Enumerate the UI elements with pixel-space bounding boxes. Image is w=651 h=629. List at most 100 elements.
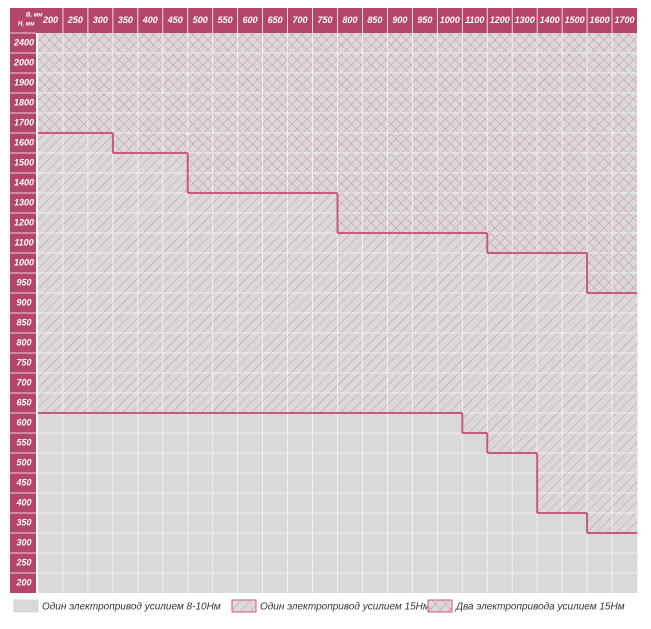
- row-label: 2000: [13, 57, 34, 67]
- row-label: 1600: [14, 137, 34, 147]
- row-label: 700: [16, 377, 31, 387]
- region-single-8-10: [362, 413, 388, 593]
- legend-label: Один электропривод усилием 8-10Нм: [42, 602, 221, 613]
- region-single-15-hatch: [187, 193, 214, 413]
- region-single-15-hatch: [437, 233, 463, 413]
- column-label: 500: [193, 15, 208, 25]
- region-single-8-10: [412, 413, 438, 593]
- column-label: 900: [392, 15, 407, 25]
- row-label: 750: [16, 357, 31, 367]
- row-label: 450: [15, 477, 31, 487]
- region-single-8-10: [112, 413, 139, 593]
- column-label: 250: [67, 15, 83, 25]
- region-single-8-10: [437, 413, 463, 593]
- row-label: 1500: [14, 157, 34, 167]
- header-bar: [10, 8, 637, 33]
- x-axis-label: B, мм: [26, 13, 43, 19]
- legend-swatch-pattern: [428, 600, 452, 612]
- legend-swatch-pattern: [232, 600, 256, 612]
- region-single-8-10: [162, 413, 189, 593]
- column-label: 300: [93, 15, 108, 25]
- region-single-8-10: [262, 413, 289, 593]
- region-single-8-10: [387, 413, 413, 593]
- region-single-8-10: [287, 413, 314, 593]
- region-single-8-10: [487, 453, 513, 593]
- column-label: 700: [293, 15, 308, 25]
- row-label: 1800: [14, 97, 34, 107]
- row-label: 1900: [14, 77, 34, 87]
- region-single-8-10: [38, 413, 64, 593]
- column-label: 650: [268, 15, 283, 25]
- region-single-8-10: [612, 533, 638, 593]
- row-label: 1300: [14, 197, 34, 207]
- column-label: 1700: [615, 15, 635, 25]
- region-single-8-10: [137, 413, 164, 593]
- region-single-8-10: [187, 413, 214, 593]
- row-label: 850: [16, 317, 31, 327]
- row-label: 900: [16, 297, 31, 307]
- row-label: 1200: [14, 217, 34, 227]
- row-label: 950: [16, 277, 31, 287]
- row-label: 350: [16, 517, 31, 527]
- column-label: 1000: [440, 15, 460, 25]
- row-label: 1700: [14, 117, 34, 127]
- legend-label: Один электропривод усилием 15Нм: [260, 602, 430, 613]
- region-single-15-hatch: [212, 193, 239, 413]
- column-label: 800: [342, 15, 357, 25]
- column-label: 600: [243, 15, 258, 25]
- region-single-15-hatch: [312, 193, 338, 413]
- column-label: 850: [367, 15, 382, 25]
- region-single-15-hatch: [337, 233, 363, 413]
- region-single-8-10: [212, 413, 239, 593]
- legend-swatch: [13, 599, 39, 613]
- region-single-15-hatch: [362, 233, 388, 413]
- column-label: 450: [167, 15, 183, 25]
- region-single-15-hatch: [112, 153, 139, 413]
- region-single-8-10: [237, 413, 264, 593]
- row-label: 1100: [14, 237, 33, 247]
- legend-label: Два электропривода усилием 15Нм: [455, 602, 625, 613]
- region-single-15-hatch: [537, 253, 563, 513]
- column-label: 1600: [590, 15, 610, 25]
- region-single-15-hatch: [162, 153, 189, 413]
- region-single-8-10: [312, 413, 338, 593]
- column-label: 550: [218, 15, 233, 25]
- column-label: 950: [417, 15, 432, 25]
- region-single-8-10: [62, 413, 89, 593]
- row-label: 250: [15, 557, 31, 567]
- row-label: 400: [15, 497, 31, 507]
- column-label: 350: [118, 15, 133, 25]
- row-label: 550: [16, 437, 31, 447]
- row-label: 800: [16, 337, 31, 347]
- row-label: 1000: [14, 257, 34, 267]
- region-single-15-hatch: [412, 233, 438, 413]
- region-single-15-hatch: [237, 193, 264, 413]
- row-label: 200: [15, 577, 31, 587]
- region-single-8-10: [337, 413, 363, 593]
- region-single-8-10: [87, 413, 114, 593]
- row-header-bar: [10, 8, 36, 593]
- region-single-8-10: [587, 533, 613, 593]
- plot: 200 250 300 350 400 450 500 550 600 650 700 750 800 8…: [10, 8, 638, 593]
- region-single-15-hatch: [562, 253, 588, 513]
- column-label: 1500: [565, 15, 585, 25]
- row-label: 500: [16, 457, 31, 467]
- row-label: 1400: [14, 177, 34, 187]
- region-single-15-hatch: [137, 153, 164, 413]
- column-label: 750: [318, 15, 333, 25]
- row-label: 300: [16, 537, 31, 547]
- column-label: 1100: [465, 15, 484, 25]
- row-label: 600: [16, 417, 31, 427]
- column-label: 1400: [540, 15, 560, 25]
- column-label: 1200: [490, 15, 510, 25]
- region-single-15-hatch: [262, 193, 289, 413]
- y-axis-label: H, мм: [18, 22, 35, 28]
- row-label: 650: [16, 397, 31, 407]
- region-single-15-hatch: [287, 193, 314, 413]
- region-single-8-10: [512, 453, 538, 593]
- column-label: 1300: [515, 15, 535, 25]
- column-label: 400: [142, 15, 158, 25]
- column-label: 200: [42, 15, 58, 25]
- row-label: 2400: [13, 37, 34, 47]
